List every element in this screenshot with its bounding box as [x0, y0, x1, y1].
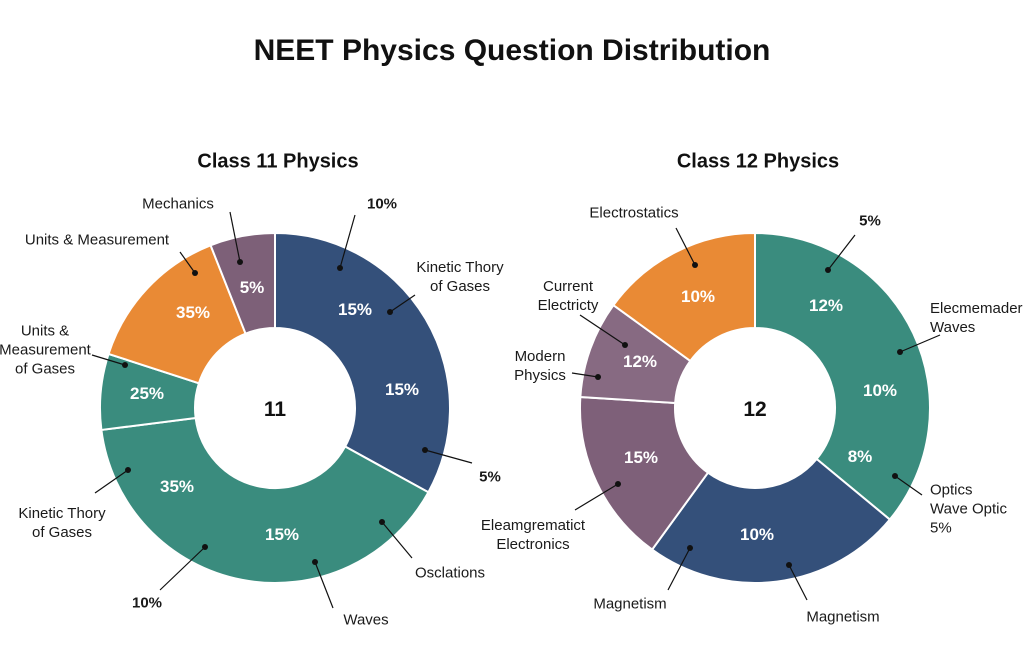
slice-label: 15%: [623, 448, 659, 467]
slice-label: 15%: [337, 300, 373, 319]
slice-label: 5%: [239, 278, 265, 297]
annotation: Waves: [343, 611, 389, 629]
leader-line: [94, 469, 129, 494]
center-label: 11: [263, 398, 287, 421]
donut-hole: [675, 328, 835, 488]
leader-line: [91, 354, 126, 366]
slice-label: 25%: [129, 384, 165, 403]
leader-line: [574, 483, 619, 511]
leader-dot: [122, 362, 128, 368]
annotation: Osclations: [414, 564, 486, 582]
annotation: 10%: [366, 195, 398, 213]
slice-label: 15%: [384, 380, 420, 399]
leader-line: [381, 521, 413, 559]
annotation: Eleamgrematict Electronics: [480, 517, 586, 553]
leader-line: [424, 449, 473, 464]
annotation: Current Electricty: [537, 278, 599, 314]
leader-dot: [786, 562, 792, 568]
leader-line: [389, 294, 416, 313]
leader-line: [229, 211, 241, 263]
annotation: Electrostatics: [589, 204, 679, 222]
annotation: Mechanics: [142, 195, 214, 213]
slice-label: 15%: [264, 525, 300, 544]
leader-line: [788, 564, 808, 601]
leader-dot: [337, 265, 343, 271]
leader-dot: [125, 467, 131, 473]
leader-dot: [615, 481, 621, 487]
leader-line: [899, 334, 941, 353]
leader-dot: [202, 544, 208, 550]
annotation: Units & Measurement of Gases: [0, 322, 91, 378]
leader-line: [571, 372, 599, 378]
leader-dot: [692, 262, 698, 268]
chart-title: Class 11 Physics: [197, 150, 359, 173]
slice-label: 12%: [808, 296, 844, 315]
leader-line: [579, 314, 626, 346]
leader-dot: [422, 447, 428, 453]
leader-dot: [237, 259, 243, 265]
slice-label: 10%: [680, 287, 716, 306]
annotation: Kinetic Thory of Gases: [416, 259, 504, 295]
annotation: Magnetism: [806, 608, 880, 626]
leader-line: [314, 561, 334, 609]
donut-hole: [195, 328, 355, 488]
slice-label: 35%: [175, 303, 211, 322]
leader-dot: [892, 473, 898, 479]
leader-line: [159, 546, 206, 591]
leader-line: [667, 547, 691, 591]
leader-line: [179, 251, 196, 274]
leader-dot: [622, 342, 628, 348]
leader-dot: [312, 559, 318, 565]
slice-label: 10%: [739, 525, 775, 544]
leader-dot: [825, 267, 831, 273]
slice-label: 10%: [862, 381, 898, 400]
page-title: NEET Physics Question Distribution: [253, 34, 771, 67]
annotation: 5%: [479, 468, 501, 486]
leader-dot: [687, 545, 693, 551]
chart-title: Class 12 Physics: [676, 150, 840, 173]
annotation: 5%: [859, 212, 881, 230]
leader-line: [827, 234, 856, 271]
leader-line: [894, 475, 923, 496]
annotation: Optics Wave Optic 5%: [930, 481, 1007, 537]
annotation: Magnetism: [593, 595, 667, 613]
leader-dot: [387, 309, 393, 315]
slice-label: 8%: [847, 447, 873, 466]
leader-dot: [379, 519, 385, 525]
annotation: Elecmemader Waves: [930, 300, 1023, 336]
annotation: Kinetic Thory of Gases: [18, 505, 106, 541]
leader-dot: [897, 349, 903, 355]
leader-line: [675, 227, 696, 266]
annotation: Modern Physics: [514, 348, 566, 384]
leader-line: [339, 214, 356, 269]
annotation: Units & Measurement: [24, 231, 170, 249]
slice-label: 12%: [622, 352, 658, 371]
annotation: 10%: [131, 594, 163, 612]
slice-label: 35%: [159, 477, 195, 496]
center-label: 12: [743, 398, 767, 421]
leader-dot: [192, 270, 198, 276]
leader-dot: [595, 374, 601, 380]
